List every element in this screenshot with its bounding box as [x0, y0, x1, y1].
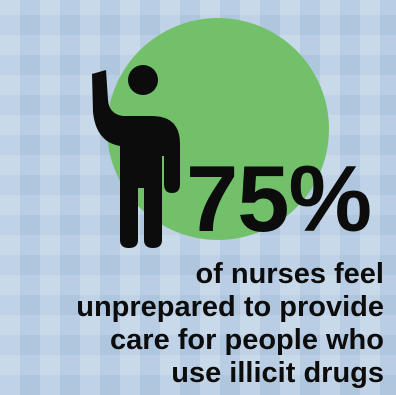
caption-line: care for people who: [110, 324, 384, 356]
caption-line: of nurses feel: [195, 258, 384, 290]
caption-line: use illicit drugs: [171, 357, 384, 389]
caption-text: of nurses feel unprepared to provide car…: [76, 258, 384, 390]
person-waving-icon: [92, 65, 180, 248]
headline-percentage: 75%: [186, 146, 372, 251]
caption-line: unprepared to provide: [76, 291, 384, 323]
